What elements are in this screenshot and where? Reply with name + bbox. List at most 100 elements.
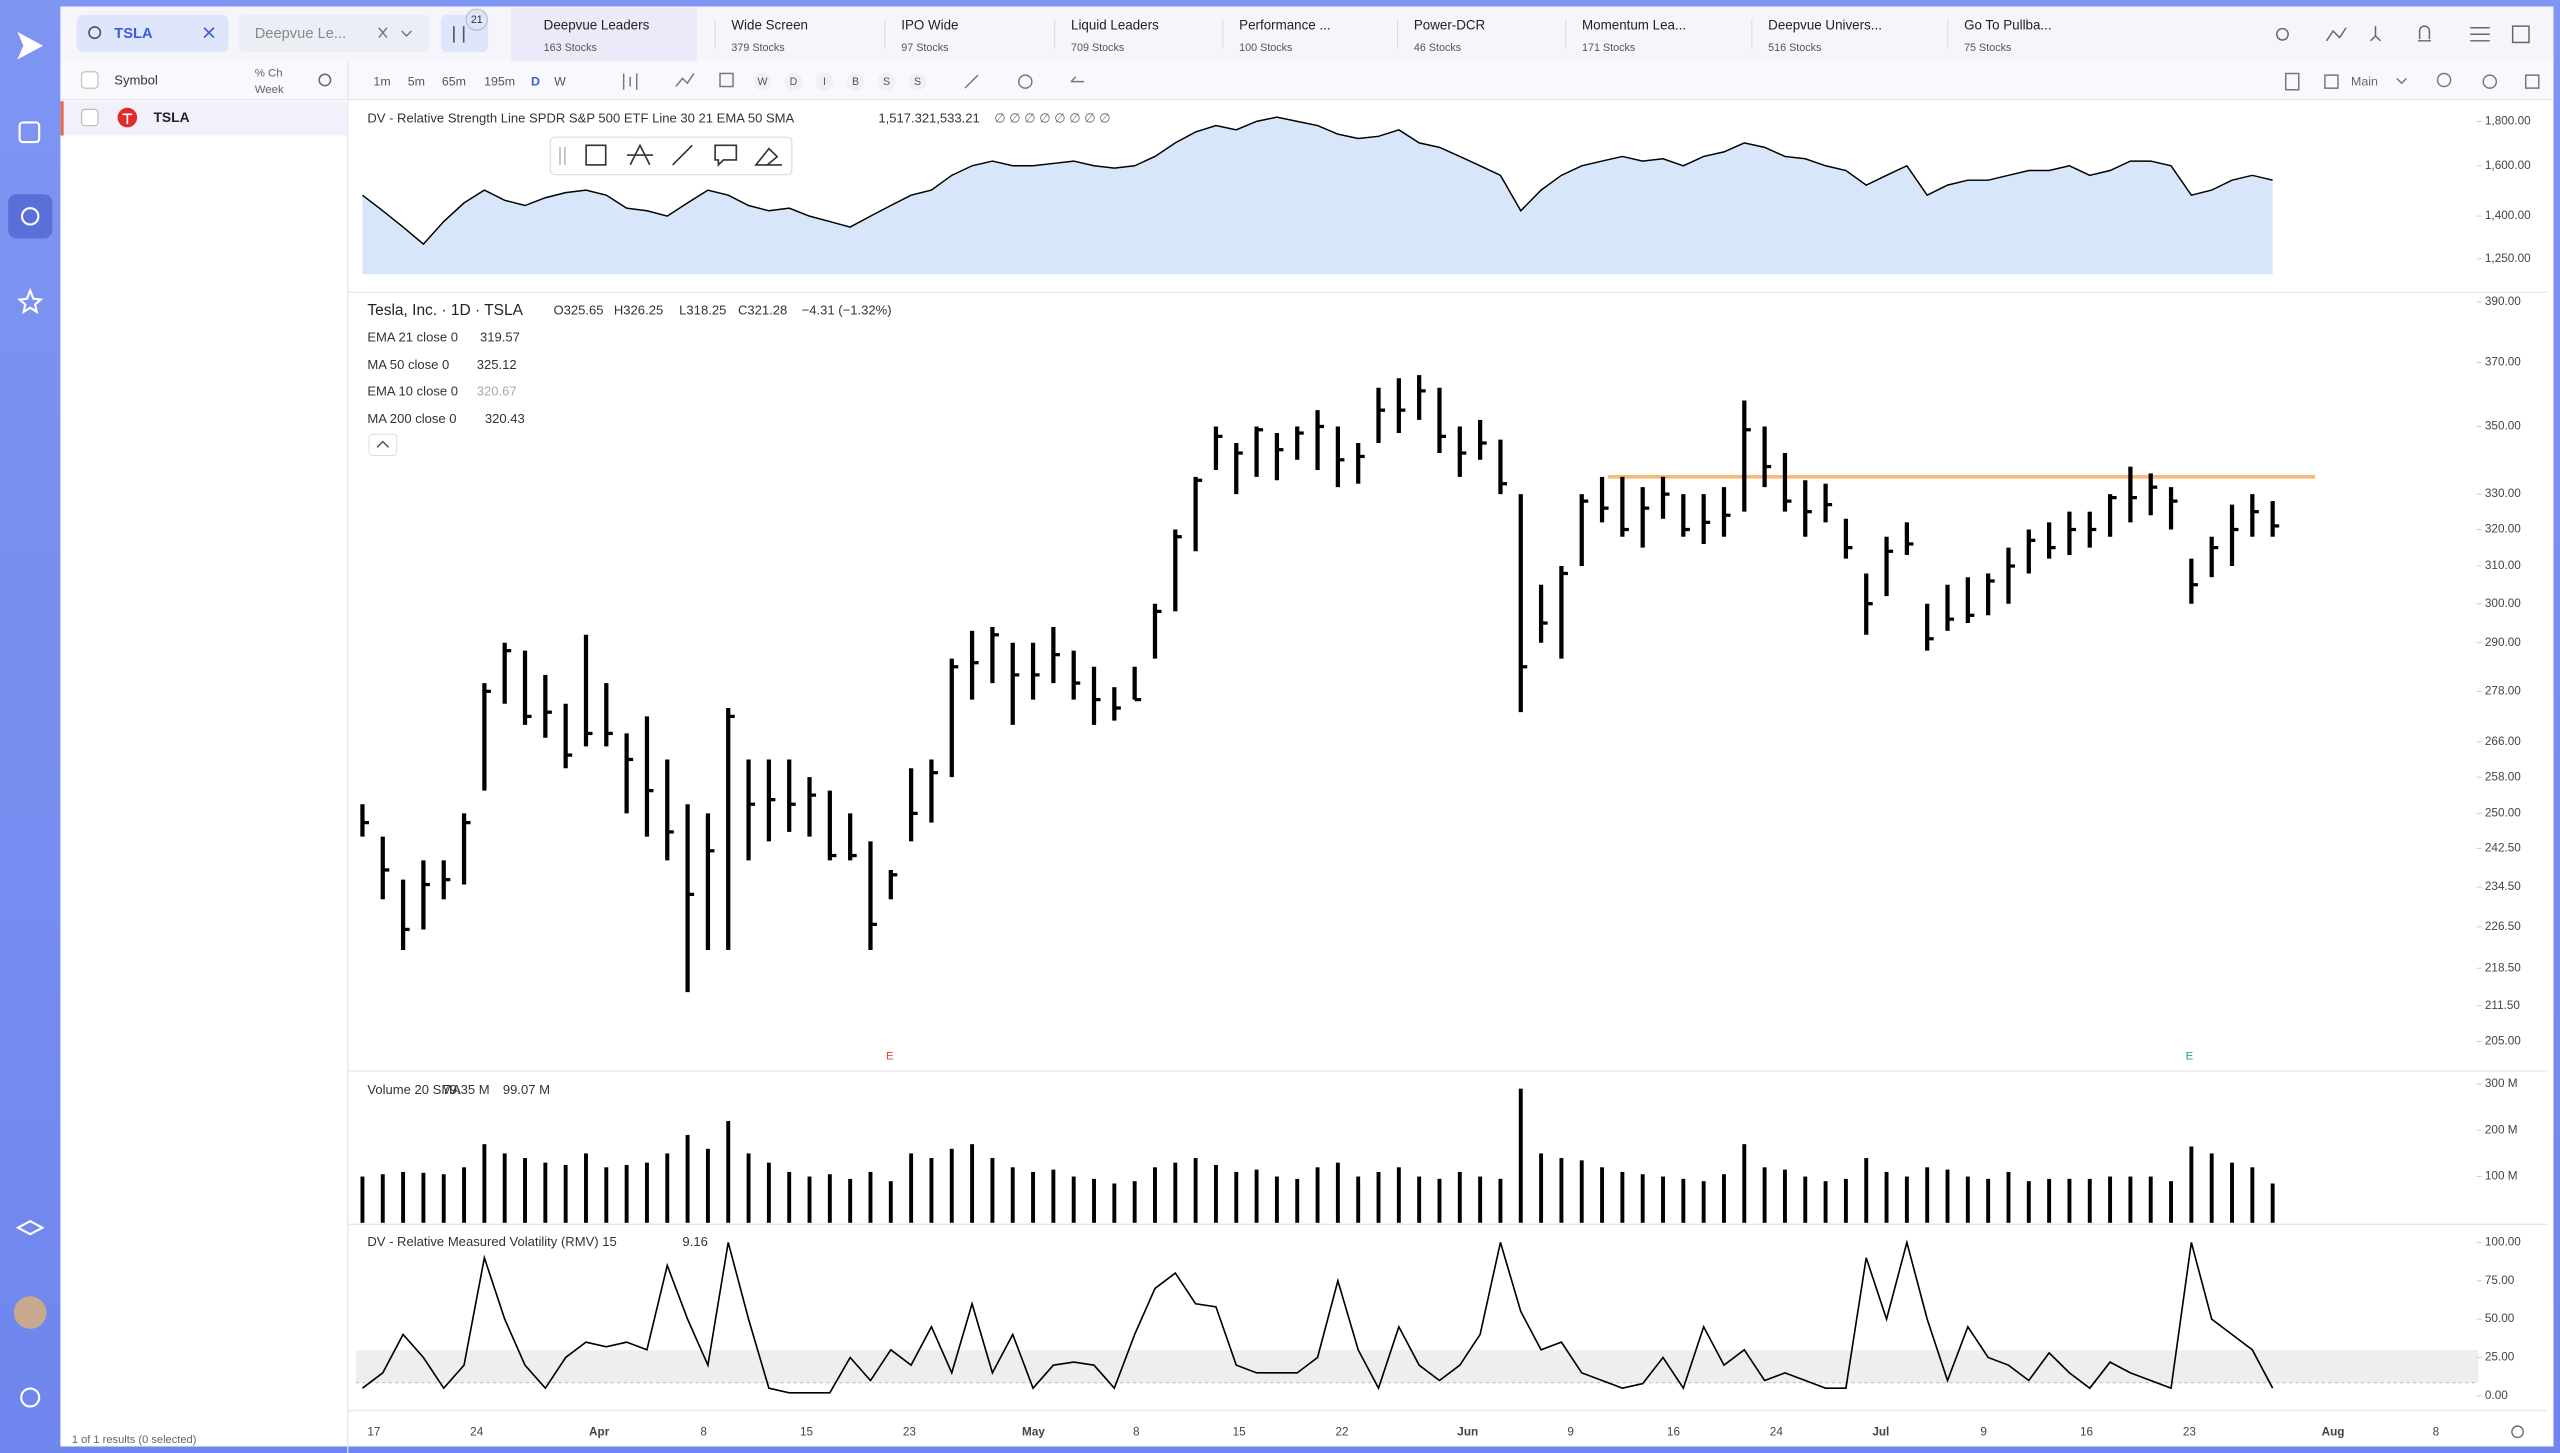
tab-name[interactable]: Performance ...: [1239, 18, 1330, 33]
tab-name[interactable]: Momentum Lea...: [1582, 18, 1686, 33]
icon[interactable]: [2276, 27, 2289, 41]
x-tick-label: Apr: [589, 1426, 610, 1439]
icon[interactable]: [2436, 72, 2452, 88]
tab-count[interactable]: 379 Stocks: [731, 42, 784, 54]
settings-icon[interactable]: [2511, 1425, 2524, 1439]
ohlc: −4.31 (−1.32%): [802, 302, 892, 317]
icon[interactable]: [2284, 72, 2300, 91]
checkbox[interactable]: [81, 71, 99, 89]
marker-button[interactable]: [877, 72, 896, 91]
tab-name[interactable]: Power-DCR: [1414, 18, 1486, 33]
icon[interactable]: [2324, 74, 2339, 89]
tab-count[interactable]: 171 Stocks: [1582, 42, 1635, 54]
tool-icon[interactable]: [754, 147, 783, 166]
marker-button[interactable]: [753, 72, 772, 91]
selected-row[interactable]: [60, 101, 348, 136]
tab-name[interactable]: Deepvue Leaders: [544, 18, 650, 33]
list-select[interactable]: [238, 14, 430, 53]
search-icon: [88, 26, 102, 40]
icon[interactable]: [719, 72, 734, 88]
nav-icon[interactable]: [20, 207, 40, 226]
icon[interactable]: [2396, 77, 2408, 85]
nav-icon[interactable]: [17, 287, 44, 315]
drag-handle[interactable]: [559, 146, 566, 165]
nav-icon[interactable]: [18, 121, 41, 144]
marker-button[interactable]: [846, 72, 865, 91]
logo-mark: [122, 113, 133, 125]
icon[interactable]: [1018, 74, 1033, 89]
tab-count[interactable]: 46 Stocks: [1414, 42, 1461, 54]
interval[interactable]: D: [531, 75, 540, 89]
tool-icon[interactable]: [714, 144, 738, 167]
column-header[interactable]: Week: [255, 84, 284, 96]
icon[interactable]: [2470, 27, 2490, 42]
y-tick-label: 266.00: [2485, 735, 2521, 748]
nav-icon[interactable]: [15, 1219, 45, 1236]
tab-name[interactable]: Liquid Leaders: [1071, 18, 1159, 33]
icon[interactable]: [964, 74, 979, 89]
icon[interactable]: [2417, 25, 2432, 42]
tab-name[interactable]: IPO Wide: [901, 18, 958, 33]
icon[interactable]: [2511, 25, 2530, 44]
x-tick-label: 23: [2183, 1426, 2197, 1439]
interval[interactable]: 1m: [373, 75, 390, 89]
interval[interactable]: W: [554, 75, 566, 89]
tab-name[interactable]: Deepvue Univers...: [1768, 18, 1882, 33]
marker-label[interactable]: S: [883, 76, 890, 88]
list-select-text[interactable]: Deepvue Le...: [255, 26, 346, 42]
marker-label[interactable]: I: [823, 76, 826, 88]
volume-bar: [1620, 1171, 1625, 1223]
volume-bar: [421, 1172, 426, 1223]
ticker[interactable]: TSLA: [153, 109, 189, 125]
layout-name[interactable]: Main: [2351, 75, 2378, 89]
tool-icon[interactable]: [585, 144, 607, 166]
tab-name[interactable]: Wide Screen: [731, 18, 808, 33]
volume-bar: [644, 1162, 649, 1223]
main-area: [60, 6, 2554, 1447]
y-tick-label: 100 M: [2485, 1170, 2518, 1183]
help-icon[interactable]: [20, 1387, 41, 1408]
tool-icon[interactable]: [672, 144, 693, 166]
clear-icon[interactable]: [203, 27, 215, 39]
marker-label[interactable]: W: [757, 76, 767, 88]
tab-count[interactable]: 709 Stocks: [1071, 42, 1124, 54]
icon[interactable]: [2325, 27, 2347, 42]
volume-bar: [1559, 1158, 1564, 1223]
collapse-icon: [376, 440, 390, 448]
icon[interactable]: [2524, 74, 2540, 89]
marker-button[interactable]: [908, 72, 927, 91]
column-header[interactable]: Symbol: [114, 72, 158, 87]
icon[interactable]: [1070, 76, 1085, 83]
volume-bar: [1904, 1176, 1909, 1223]
icon[interactable]: [675, 73, 695, 87]
tab-count[interactable]: 163 Stocks: [544, 42, 597, 54]
icon[interactable]: [622, 73, 638, 90]
settings-icon[interactable]: [318, 73, 332, 87]
tab-count[interactable]: 100 Stocks: [1239, 42, 1292, 54]
nav-active[interactable]: [8, 194, 53, 239]
search-box[interactable]: [76, 14, 229, 53]
marker-button[interactable]: [815, 72, 834, 91]
marker-label[interactable]: S: [914, 76, 921, 88]
collapse-button[interactable]: [368, 433, 398, 456]
active-tab[interactable]: [511, 8, 698, 61]
tool-icon[interactable]: [626, 143, 654, 166]
marker-label[interactable]: D: [790, 76, 798, 88]
interval[interactable]: 5m: [408, 75, 425, 89]
marker-button[interactable]: [784, 72, 803, 91]
icon[interactable]: [2482, 74, 2498, 89]
column-header[interactable]: % Ch: [255, 67, 283, 79]
checkbox[interactable]: [81, 108, 99, 127]
icon[interactable]: [2370, 26, 2381, 42]
tab-count[interactable]: 75 Stocks: [1964, 42, 2011, 54]
x-tick-label: 16: [2080, 1426, 2094, 1439]
avatar[interactable]: [13, 1296, 47, 1329]
interval[interactable]: 65m: [442, 75, 466, 89]
tab-name[interactable]: Go To Pullba...: [1964, 18, 2052, 33]
volume-bar: [1864, 1158, 1869, 1223]
search-text[interactable]: TSLA: [114, 26, 153, 42]
marker-label[interactable]: B: [852, 76, 859, 88]
tab-count[interactable]: 516 Stocks: [1768, 42, 1821, 54]
tab-count[interactable]: 97 Stocks: [901, 42, 948, 54]
interval[interactable]: 195m: [484, 75, 515, 89]
